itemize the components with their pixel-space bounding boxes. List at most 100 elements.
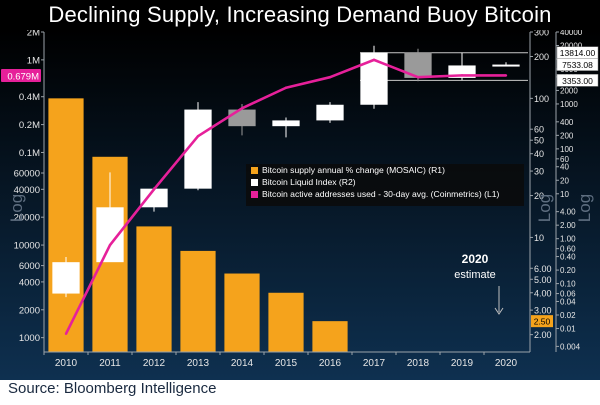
axis-r1-tick-label: 4.00 bbox=[534, 288, 552, 298]
axis-r2-label: Log bbox=[575, 194, 594, 222]
axis-x-tick-label: 2017 bbox=[363, 358, 386, 369]
axis-r2-value-label: 7533.08 bbox=[562, 60, 593, 70]
axis-r2-tick-label: 0.06 bbox=[560, 290, 576, 299]
axis-r2-tick-label: 10 bbox=[560, 190, 569, 199]
axis-r2-tick-label: 40000 bbox=[560, 30, 583, 37]
axis-r2-tick-label: 100 bbox=[560, 145, 574, 154]
line-point-2018 bbox=[416, 75, 420, 79]
axis-left-tick-label: 0.4M bbox=[19, 92, 40, 103]
legend-label-2: Bitcoin active addresses used - 30-day a… bbox=[262, 189, 500, 199]
legend-swatch-0 bbox=[251, 167, 258, 174]
axis-left-tick-label: 6000 bbox=[19, 261, 40, 272]
axis-r1-value-box bbox=[531, 315, 553, 328]
candle-body-2015 bbox=[272, 120, 300, 127]
candle-body-2016 bbox=[316, 104, 344, 121]
axis-r2-tick-label: 0.04 bbox=[560, 297, 576, 306]
axis-r1-tick-label: 6.00 bbox=[534, 264, 552, 274]
candle-body-2020 bbox=[492, 64, 520, 67]
axis-r2-value-label: 3353.00 bbox=[562, 76, 593, 86]
axis-r2-tick-label: 0.01 bbox=[560, 325, 576, 334]
axis-x-tick-label: 2013 bbox=[187, 358, 210, 369]
candle-body-2012 bbox=[140, 188, 168, 208]
line-point-2020 bbox=[504, 74, 508, 77]
axis-left-tick-label: 60000 bbox=[14, 169, 40, 180]
axis-r2-tick-label: 0.004 bbox=[560, 342, 581, 351]
annotation-group: 2020 estimate bbox=[454, 252, 504, 315]
source-note: Source: Bloomberg Intelligence bbox=[8, 380, 217, 397]
axis-left-highlight-box bbox=[1, 68, 41, 82]
axis-r2-tick-label: 2000 bbox=[560, 86, 578, 95]
axis-left-tick-label: 10000 bbox=[14, 241, 40, 252]
bar-2012 bbox=[136, 226, 172, 352]
axis-r2-tick-label: 2.00 bbox=[560, 221, 576, 230]
axis-x-tick-label: 2012 bbox=[143, 358, 166, 369]
axis-r1-tick-label: 5.00 bbox=[534, 275, 552, 285]
legend-label-1: Bitcoin Liquid Index (R2) bbox=[262, 177, 356, 187]
axis-r2-tick-label: 0.20 bbox=[560, 266, 576, 275]
axis-r1-label: Log bbox=[535, 194, 554, 222]
axis-left-tick-label: 2M bbox=[27, 30, 40, 39]
bar-2010 bbox=[48, 98, 84, 352]
axis-x-tick-label: 2020 bbox=[495, 358, 518, 369]
axes-group: 2M1M0.679M0.4M0.2M0.1M600004000020000100… bbox=[1, 30, 599, 369]
axis-r2-tick-label: 60 bbox=[560, 155, 569, 164]
axis-r1-tick-label: 3.00 bbox=[534, 306, 552, 316]
annotation-text: estimate bbox=[454, 269, 496, 281]
axis-left-tick-label: 20000 bbox=[14, 213, 40, 224]
axis-left-tick-label: 0.1M bbox=[19, 148, 40, 159]
annotation-year: 2020 bbox=[462, 252, 489, 266]
axis-r2-tick-label: 20 bbox=[560, 176, 569, 185]
axis-left-tick-label: 0.2M bbox=[19, 120, 40, 131]
axis-left-tick-label: 1000 bbox=[19, 333, 40, 344]
legend-swatch-1 bbox=[251, 179, 258, 186]
axis-r2-value-label: 13814.00 bbox=[560, 48, 596, 58]
legend-box bbox=[246, 164, 524, 206]
reference-lines-group bbox=[360, 52, 528, 81]
axis-r1-tick-label: 2.00 bbox=[534, 330, 552, 340]
axis-r2-tick-label: 0.02 bbox=[560, 311, 576, 320]
axis-r1-tick-label: 30 bbox=[534, 167, 544, 177]
line-point-2010 bbox=[64, 332, 68, 336]
bar-2014 bbox=[224, 273, 260, 352]
legend-swatch-2 bbox=[251, 191, 258, 198]
bar-series-group bbox=[48, 98, 348, 352]
axis-x-tick-label: 2015 bbox=[275, 358, 298, 369]
candle-body-2014 bbox=[228, 109, 256, 127]
axis-left-tick-label: 40000 bbox=[14, 185, 40, 196]
axis-left-tick-highlight: 0.679M bbox=[7, 71, 39, 82]
line-point-2011 bbox=[108, 243, 112, 247]
axis-r2-tick-label: 0.40 bbox=[560, 253, 576, 262]
axis-r2-tick-label: 1000 bbox=[560, 100, 578, 109]
line-point-2016 bbox=[328, 75, 332, 79]
axis-x-tick-label: 2016 bbox=[319, 358, 342, 369]
axis-left-tick-label: 1M bbox=[27, 55, 40, 66]
bar-2015 bbox=[268, 292, 304, 352]
axis-r2-value-box bbox=[556, 74, 599, 87]
axis-r2-tick-label: 0.10 bbox=[560, 280, 576, 289]
axis-r2-tick-label: 0.60 bbox=[560, 245, 576, 254]
annotation-arrow-head bbox=[494, 307, 504, 315]
axis-x-tick-label: 2014 bbox=[231, 358, 254, 369]
line-point-2015 bbox=[284, 86, 288, 89]
axis-x-tick-label: 2011 bbox=[99, 358, 121, 369]
axis-r1-tick-label: 300 bbox=[534, 30, 549, 38]
axis-left-tick-label: 2000 bbox=[19, 305, 40, 316]
axis-x-tick-label: 2018 bbox=[407, 358, 430, 369]
axis-r1-tick-label: 60 bbox=[534, 125, 544, 135]
axis-r1-tick-label: 200 bbox=[534, 52, 549, 62]
line-point-2014 bbox=[240, 107, 244, 110]
line-point-2012 bbox=[152, 188, 156, 191]
line-point-2013 bbox=[196, 134, 200, 138]
axis-r1-tick-label: 10 bbox=[534, 233, 544, 243]
axis-left-tick-label: 4000 bbox=[19, 277, 40, 288]
axis-r1-tick-label: 50 bbox=[534, 136, 544, 146]
axis-r2-tick-label: 400 bbox=[560, 118, 574, 127]
line-point-2019 bbox=[460, 74, 464, 77]
candle-body-2010 bbox=[52, 262, 80, 294]
axis-r1-tick-label: 40 bbox=[534, 149, 544, 159]
axis-r2-tick-label: 1.00 bbox=[560, 235, 576, 244]
axis-left-label: Log bbox=[7, 194, 26, 222]
axis-r1-tick-label: 20 bbox=[534, 191, 544, 201]
axis-r2-value-box bbox=[556, 58, 599, 71]
